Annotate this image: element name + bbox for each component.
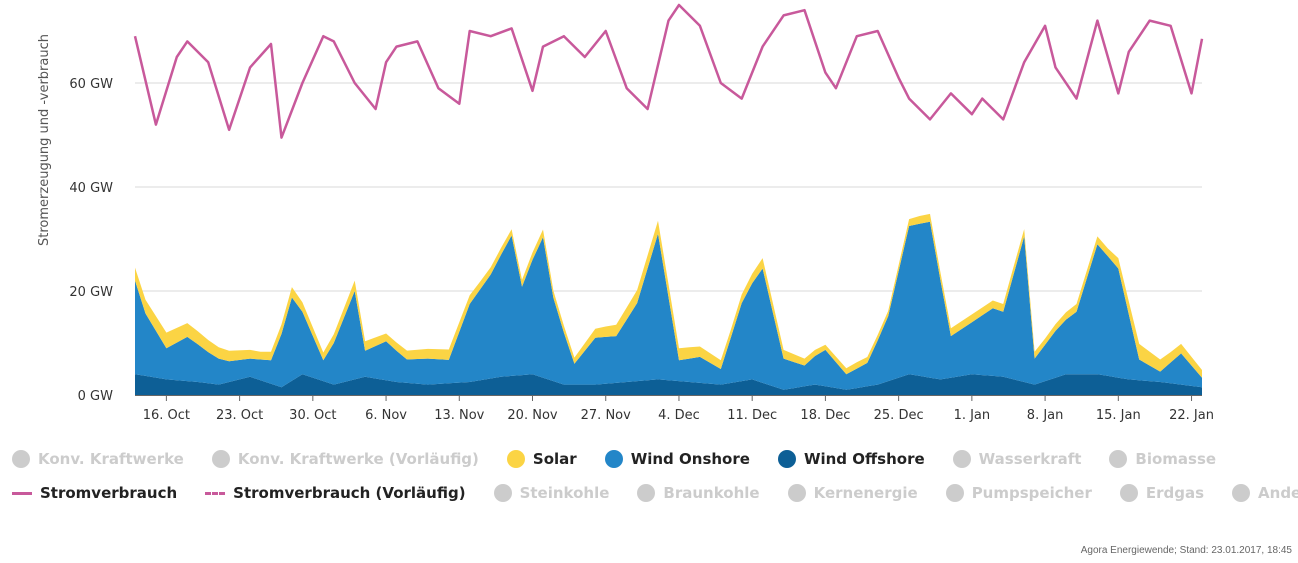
legend-label: Konv. Kraftwerke (Vorläufig) — [237, 450, 479, 468]
legend-label: Stromverbrauch (Vorläufig) — [233, 484, 466, 502]
legend-item-erdgas[interactable]: Erdgas — [1119, 484, 1205, 502]
legend-item-andere[interactable]: Andere — [1232, 484, 1298, 502]
area-series — [135, 213, 1202, 395]
chart: 0 GW 20 GW 40 GW 60 GW 16. Oct 23. Oct 30. Oc… — [37, 3, 1214, 423]
legend-item-konv-kraftwerke-vorläufig-[interactable]: Konv. Kraftwerke (Vorläufig) — [211, 450, 479, 468]
line-series — [133, 3, 1204, 139]
x-tick-label: 1. Jan — [954, 408, 991, 423]
x-tick-label: 27. Nov — [581, 408, 631, 423]
x-tick-label: 22. Jan — [1169, 408, 1214, 423]
legend-dot-icon — [777, 450, 796, 468]
legend-row-1: Konv. Kraftwerke Konv. Kraftwerke (Vorläu… — [12, 446, 1244, 472]
y-tick-label: 40 GW — [69, 181, 113, 196]
x-tick-label: 18. Dec — [800, 408, 850, 423]
legend-dot-icon — [506, 450, 525, 468]
legend-dot-icon — [1232, 484, 1251, 502]
legend-item-konv-kraftwerke[interactable]: Konv. Kraftwerke — [12, 450, 184, 468]
legend-dot-icon — [493, 484, 512, 502]
legend-label: Andere — [1258, 484, 1298, 502]
grid-lines — [135, 82, 1202, 292]
source-credit: Agora Energiewende; Stand: 23.01.2017, 1… — [1080, 545, 1292, 556]
y-axis-title: Stromerzeugung und -verbrauch — [37, 34, 52, 246]
y-axis-ticks: 0 GW 20 GW 40 GW 60 GW — [69, 77, 113, 404]
x-tick-label: 8. Jan — [1027, 408, 1064, 423]
series-line-stromverbrauch — [133, 3, 1204, 139]
legend-label: Wasserkraft — [978, 450, 1082, 468]
x-tick-label: 11. Dec — [727, 408, 777, 423]
legend-item-wasserkraft[interactable]: Wasserkraft — [952, 450, 1082, 468]
legend-label: Solar — [532, 450, 577, 468]
legend-line-icon — [205, 491, 226, 495]
y-tick-label: 20 GW — [69, 285, 113, 300]
legend-label: Konv. Kraftwerke — [38, 450, 184, 468]
y-tick-label: 0 GW — [78, 389, 113, 404]
legend-label: Braunkohle — [663, 484, 760, 502]
legend-item-biomasse[interactable]: Biomasse — [1109, 450, 1216, 468]
legend-dot-icon — [1109, 450, 1128, 468]
legend-label: Kernenergie — [813, 484, 918, 502]
y-tick-label: 60 GW — [69, 77, 113, 92]
legend-label: Biomasse — [1135, 450, 1217, 468]
legend-item-wind-offshore[interactable]: Wind Offshore — [777, 450, 925, 468]
legend-label: Stromverbrauch — [40, 484, 178, 502]
legend-dot-icon — [952, 450, 971, 468]
x-tick-label: 25. Dec — [874, 408, 924, 423]
series-area-wind-onshore — [135, 221, 1202, 390]
legend-label: Wind Offshore — [803, 450, 925, 468]
legend-dot-icon — [637, 484, 656, 502]
series-area-solar — [135, 213, 1202, 378]
legend-dot-icon — [12, 450, 30, 468]
legend-item-pumpspeicher[interactable]: Pumpspeicher — [945, 484, 1092, 502]
x-axis: 16. Oct 23. Oct 30. Oct 6. Nov 13. Nov 20. No… — [135, 395, 1214, 423]
legend-dot-icon — [1119, 484, 1138, 502]
legend-item-kernenergie[interactable]: Kernenergie — [787, 484, 918, 502]
legend-row-2: Stromverbrauch Stromverbrauch (Vorläufig)… — [12, 480, 1298, 506]
x-tick-label: 30. Oct — [289, 408, 336, 423]
x-tick-label: 4. Dec — [658, 408, 700, 423]
legend-label: Erdgas — [1145, 484, 1205, 502]
legend-dot-icon — [211, 450, 230, 468]
x-tick-label: 15. Jan — [1096, 408, 1141, 423]
legend-label: Wind Onshore — [630, 450, 750, 468]
legend-label: Steinkohle — [519, 484, 610, 502]
legend-item-solar[interactable]: Solar — [506, 450, 577, 468]
x-tick-label: 13. Nov — [434, 408, 484, 423]
series-area-wind-offshore — [135, 374, 1202, 395]
legend-item-stromverbrauch[interactable]: Stromverbrauch — [12, 484, 177, 502]
legend-dot-icon — [604, 450, 623, 468]
legend-dot-icon — [787, 484, 806, 502]
legend-label: Pumpspeicher — [971, 484, 1092, 502]
x-tick-label: 6. Nov — [365, 408, 407, 423]
legend-item-wind-onshore[interactable]: Wind Onshore — [604, 450, 750, 468]
legend-item-steinkohle[interactable]: Steinkohle — [493, 484, 610, 502]
legend-item-stromverbrauch-vorläufig-[interactable]: Stromverbrauch (Vorläufig) — [205, 484, 466, 502]
legend-dot-icon — [945, 484, 964, 502]
x-tick-label: 23. Oct — [216, 408, 263, 423]
legend-line-icon — [12, 491, 32, 495]
legend-item-braunkohle[interactable]: Braunkohle — [637, 484, 760, 502]
x-tick-label: 16. Oct — [143, 408, 190, 423]
x-tick-label: 20. Nov — [507, 408, 557, 423]
